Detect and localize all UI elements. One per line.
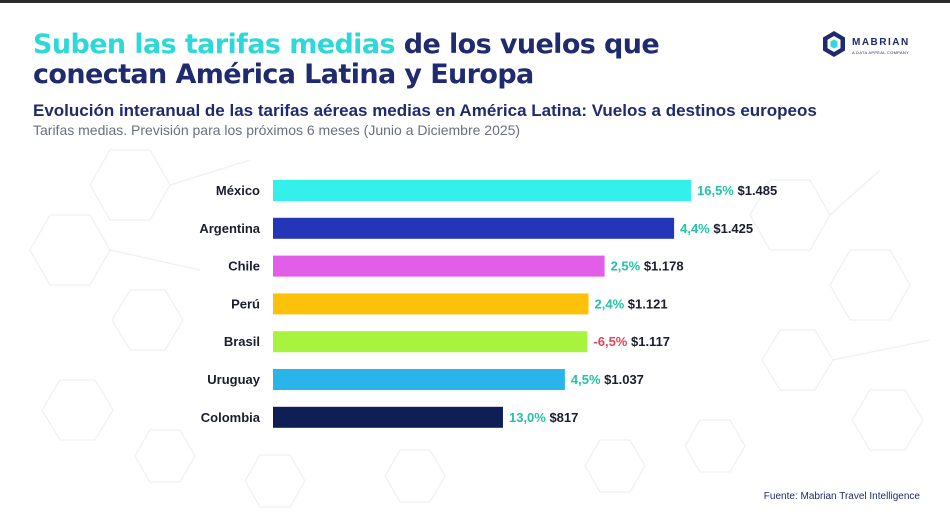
data-label: 13,0% $817 xyxy=(509,410,578,425)
value-label: $1.485 xyxy=(734,183,777,198)
data-label: 4,4% $1.425 xyxy=(680,221,753,236)
logo-tagline: A DATA APPEAL COMPANY xyxy=(852,50,910,55)
hexagon-cube-icon xyxy=(823,31,845,57)
data-label: 16,5% $1.485 xyxy=(697,183,777,198)
bar xyxy=(273,369,565,390)
data-label: -6,5% $1.117 xyxy=(593,334,670,349)
value-label: $1.037 xyxy=(601,372,644,387)
category-label: Uruguay xyxy=(207,372,261,387)
category-label: México xyxy=(216,183,260,198)
data-label: 2,4% $1.121 xyxy=(595,296,668,311)
data-label: 4,5% $1.037 xyxy=(571,372,644,387)
category-label: Brasil xyxy=(224,334,260,349)
data-label: 2,5% $1.178 xyxy=(611,259,684,274)
chart-subtitle: Evolución interanual de las tarifas aére… xyxy=(33,101,817,120)
value-label: $1.178 xyxy=(640,259,683,274)
category-label: Chile xyxy=(228,259,260,274)
source-note: Fuente: Mabrian Travel Intelligence xyxy=(763,491,920,502)
bar xyxy=(273,406,503,428)
change-label: 2,5% xyxy=(611,259,641,274)
change-label: 4,5% xyxy=(571,372,601,387)
chart-note: Tarifas medias. Previsión para los próxi… xyxy=(33,122,521,138)
change-label: 2,4% xyxy=(595,296,625,311)
bar xyxy=(273,180,691,201)
change-label: -6,5% xyxy=(593,334,627,349)
change-label: 16,5% xyxy=(697,183,734,198)
change-label: 13,0% xyxy=(509,410,546,425)
value-label: $1.117 xyxy=(627,334,670,349)
value-label: $1.121 xyxy=(624,296,667,311)
value-label: $1.425 xyxy=(710,221,753,236)
bar xyxy=(273,331,588,353)
bar xyxy=(273,255,605,277)
bar xyxy=(273,217,675,239)
title-highlight: Suben las tarifas medias xyxy=(33,29,396,60)
logo-name: MABRIAN xyxy=(852,37,910,48)
title-rest: de los vuelos que conectan América Latin… xyxy=(33,29,660,90)
category-label: Perú xyxy=(231,296,260,311)
change-label: 4,4% xyxy=(680,221,710,236)
bar xyxy=(273,293,589,315)
mabrian-logo: MABRIAN A DATA APPEAL COMPANY xyxy=(820,30,920,60)
value-label: $817 xyxy=(546,410,579,425)
category-label: Argentina xyxy=(199,221,260,236)
category-label: Colombia xyxy=(201,410,261,425)
page-title: Suben las tarifas medias de los vuelos q… xyxy=(33,30,793,90)
window-top-border xyxy=(0,0,950,3)
